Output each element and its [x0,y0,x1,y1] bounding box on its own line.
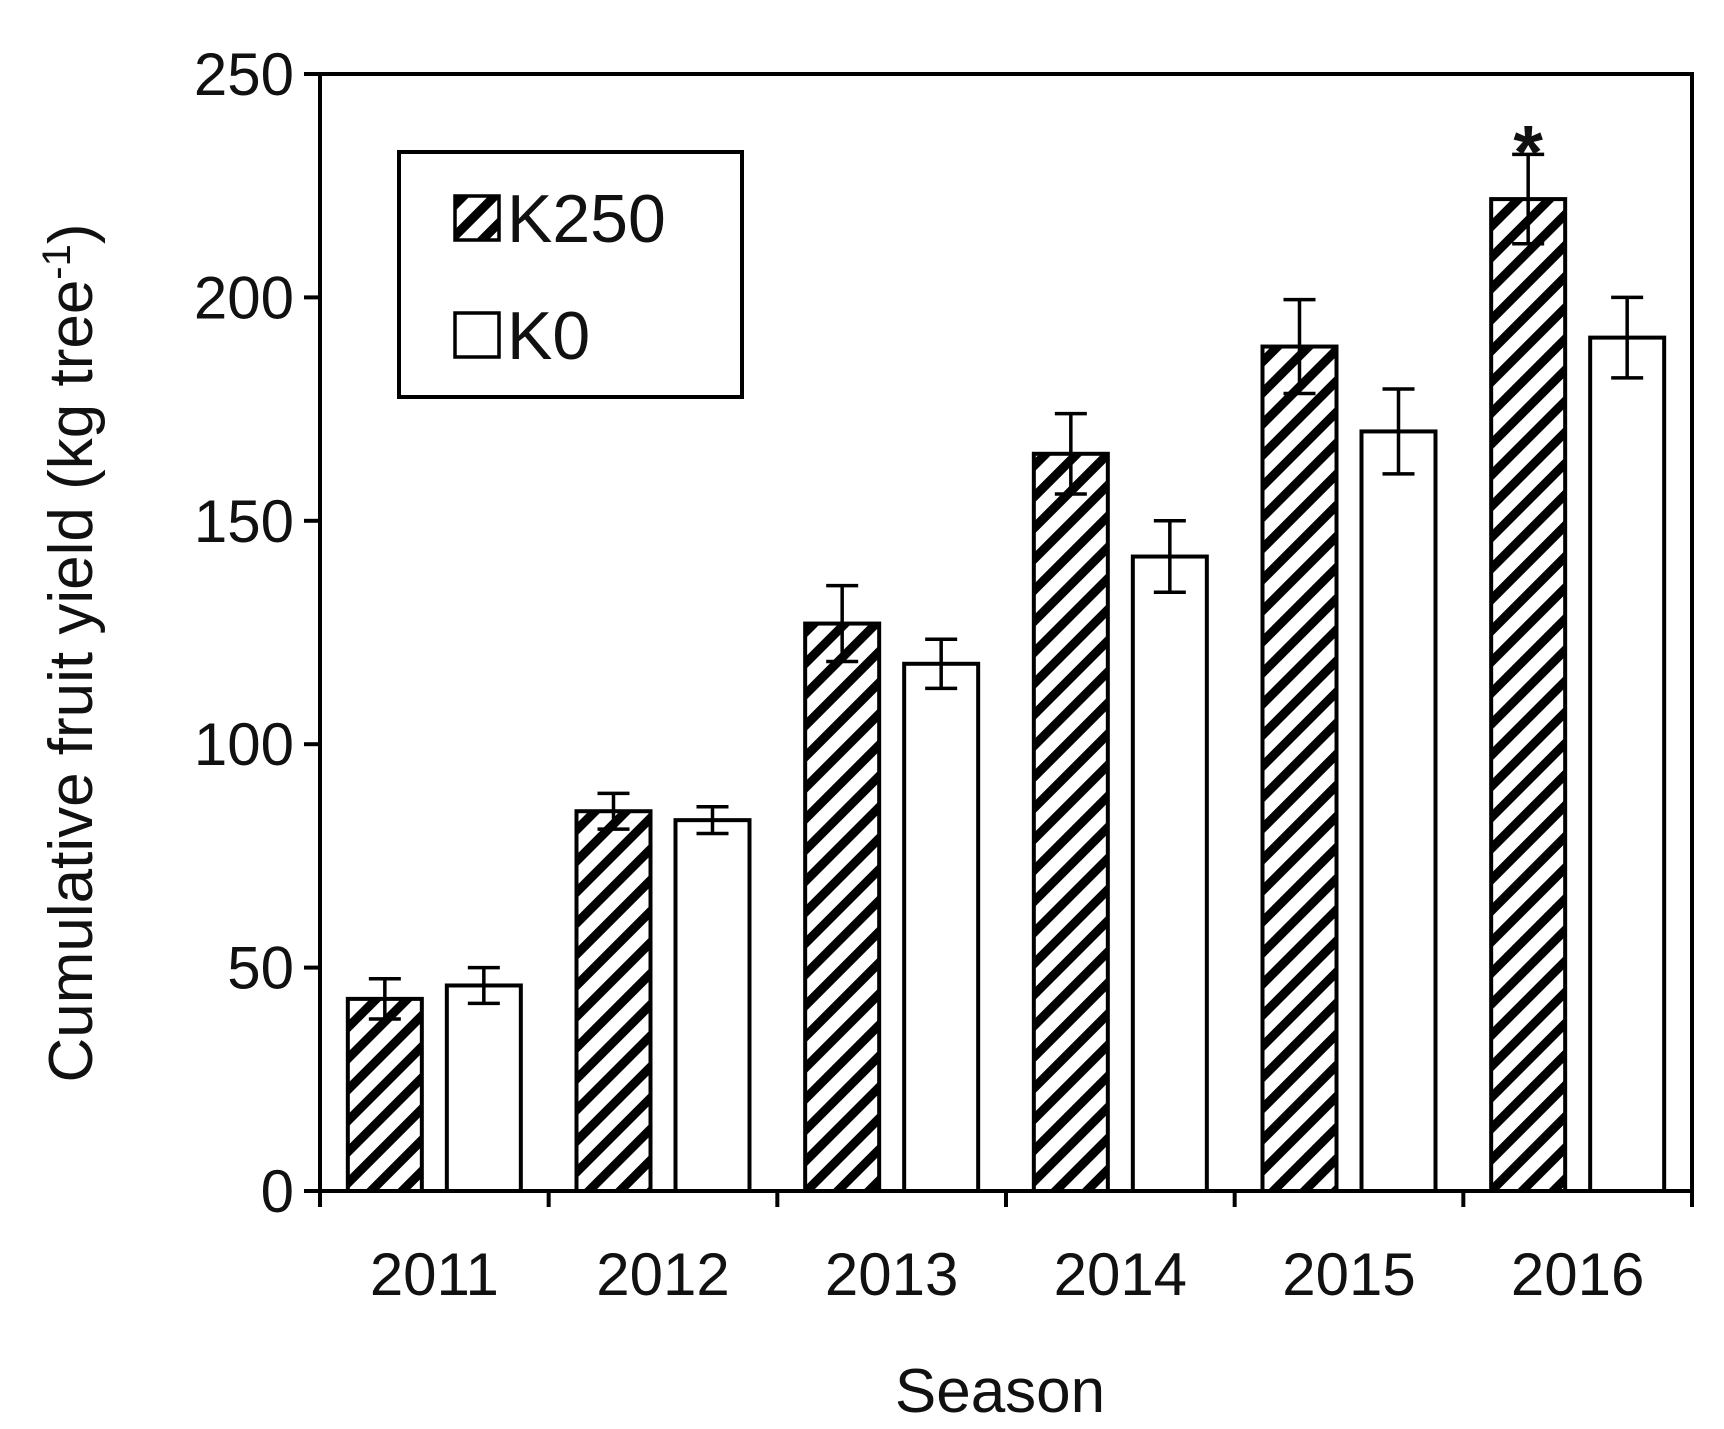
error-bar-k250-2012 [597,791,630,831]
bar-k0-2011 [444,983,523,1193]
error-bar-k0-2015 [1382,387,1415,476]
error-bar-k0-2012 [696,805,729,836]
error-bar-k250-2013 [826,583,859,664]
error-bar-k250-2014 [1054,411,1087,496]
x-tick-label-2013: 2013 [825,1241,958,1308]
bar-k0-2015 [1359,429,1438,1193]
error-bar-k250-2011 [368,977,401,1021]
y-axis-title-superscript: -1 [35,244,79,280]
bar-k250-2014 [1031,451,1110,1193]
x-tick-label-2012: 2012 [596,1241,729,1308]
error-bar-k0-2013 [925,637,958,691]
x-axis-title: Season [895,1357,1105,1426]
x-tick-label-2015: 2015 [1282,1241,1415,1308]
bars-layer [345,197,1667,1194]
x-tick-label-2016: 2016 [1511,1241,1644,1308]
significance-marker-2016: * [1513,110,1543,195]
legend-swatch-k250 [453,194,501,242]
legend-label-k250: K250 [507,181,666,257]
bar-k250-2016 [1489,197,1568,1193]
y-tick-label-250: 250 [194,41,294,108]
y-tick-label-0: 0 [261,1158,294,1225]
error-bar-k0-2014 [1153,519,1186,595]
bar-k250-2015 [1260,344,1339,1194]
y-axis-title: Cumulative fruit yield (kg tree-1) [35,223,106,1082]
error-bar-k0-2011 [467,965,500,1006]
legend-label-k0: K0 [507,298,590,374]
y-tick-label-150: 150 [194,488,294,555]
axes-layer: 0 50 100 150 200 250 2011 2012 2013 2014 2015 2016 [194,41,1694,1308]
x-tick-label-2011: 2011 [370,1241,499,1308]
y-tick-label-50: 50 [227,935,294,1002]
bar-k0-2013 [902,661,981,1193]
y-axis-title-close: ) [37,223,106,244]
bar-k250-2013 [803,621,882,1193]
legend: K250 K0 [397,150,744,399]
bar-k250-2011 [345,996,424,1193]
bar-k0-2014 [1130,554,1209,1193]
y-axis-title-main: Cumulative fruit yield (kg tree [37,280,106,1083]
error-bar-k250-2016 [1512,152,1545,246]
bar-k250-2012 [574,809,653,1193]
y-tick-label-100: 100 [194,711,294,778]
legend-swatch-k0 [453,311,501,359]
error-bars-layer [368,152,1644,1021]
x-tick-label-2014: 2014 [1054,1241,1187,1308]
annotations-layer: * [1513,110,1543,195]
error-bar-k250-2015 [1283,297,1316,396]
y-tick-label-200: 200 [194,264,294,331]
error-bar-k0-2016 [1611,295,1644,380]
bar-k0-2012 [673,818,752,1193]
bar-k0-2016 [1588,335,1667,1193]
